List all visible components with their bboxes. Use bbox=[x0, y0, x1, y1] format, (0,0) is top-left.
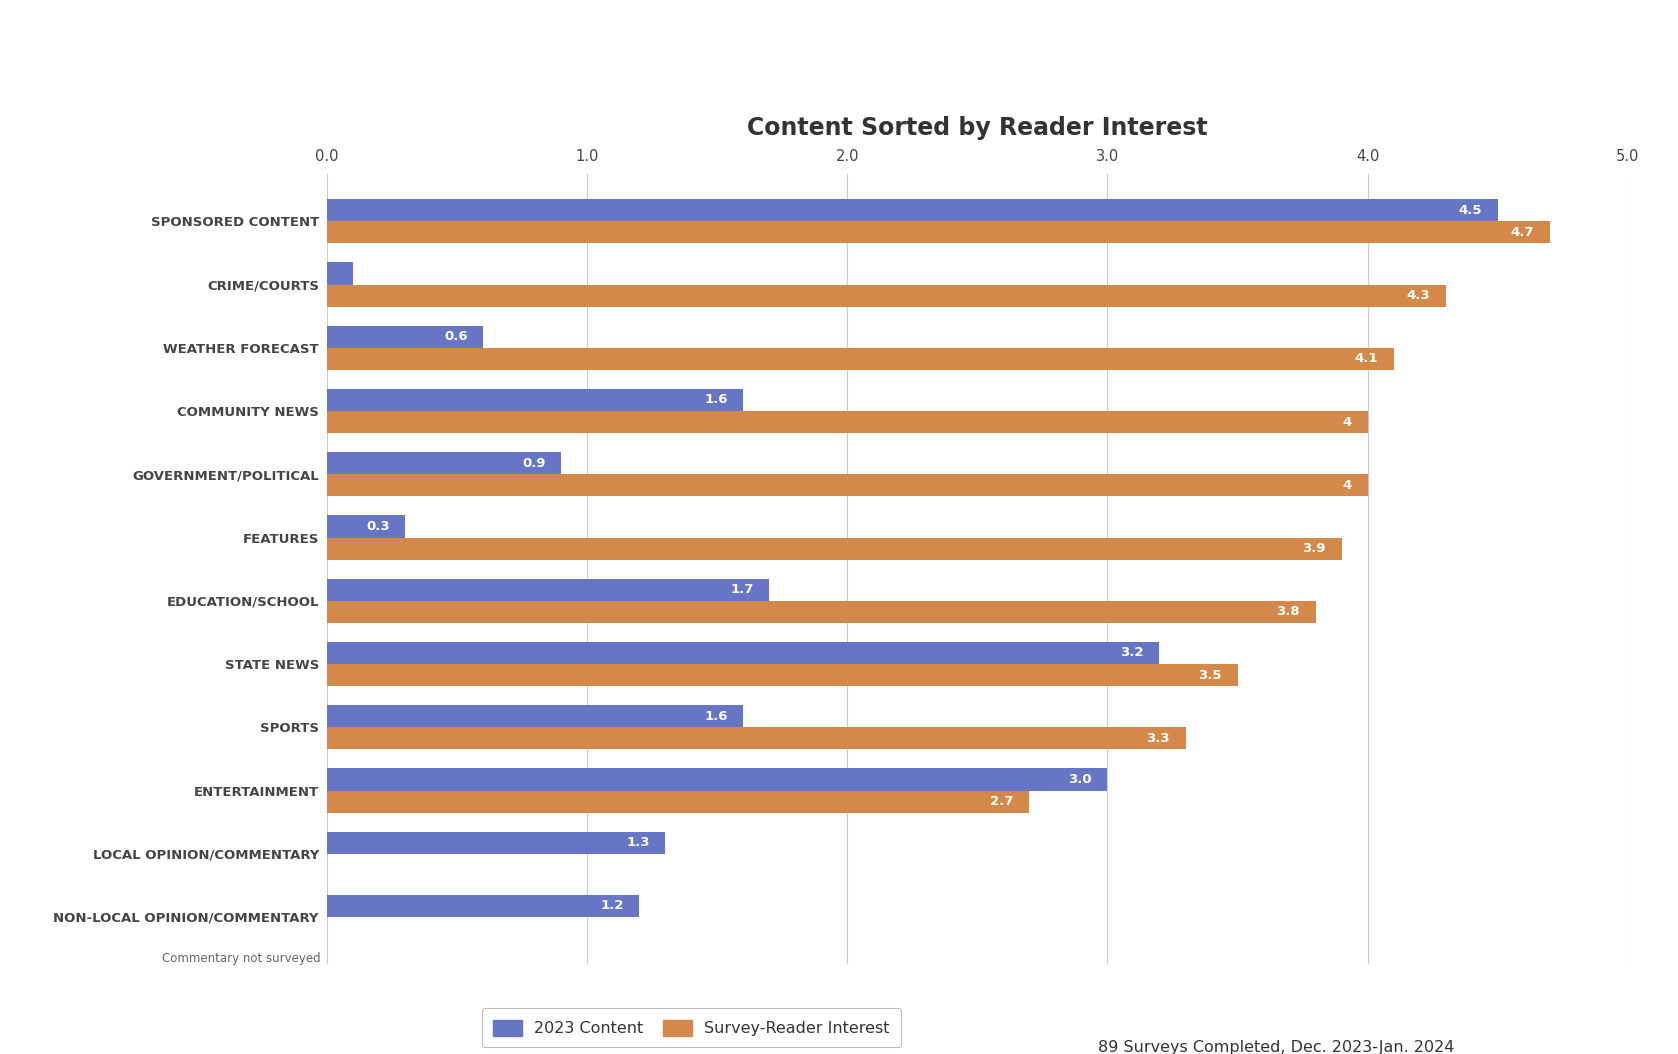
Text: 4.7: 4.7 bbox=[1510, 226, 1534, 239]
Bar bbox=[327, 474, 1368, 496]
Bar bbox=[327, 389, 743, 411]
Text: 89 Surveys Completed, Dec. 2023-Jan. 2024: 89 Surveys Completed, Dec. 2023-Jan. 202… bbox=[1099, 1040, 1455, 1054]
Text: 3.2: 3.2 bbox=[1121, 646, 1144, 660]
Text: 2.7: 2.7 bbox=[990, 795, 1014, 808]
Bar bbox=[327, 727, 1185, 749]
Text: 4.3: 4.3 bbox=[1406, 289, 1430, 302]
Text: 0.3: 0.3 bbox=[366, 520, 389, 533]
Legend: 2023 Content, Survey-Reader Interest: 2023 Content, Survey-Reader Interest bbox=[482, 1009, 901, 1048]
Text: 1.6: 1.6 bbox=[705, 393, 728, 407]
Text: 1.2: 1.2 bbox=[601, 899, 624, 913]
Bar bbox=[327, 411, 1368, 433]
Bar bbox=[327, 326, 483, 348]
Bar bbox=[327, 262, 354, 285]
Text: 3.5: 3.5 bbox=[1198, 668, 1222, 682]
Bar bbox=[327, 579, 769, 601]
Text: 4: 4 bbox=[1342, 415, 1352, 429]
Text: 4.5: 4.5 bbox=[1458, 203, 1482, 217]
Bar bbox=[327, 790, 1029, 813]
Bar bbox=[327, 768, 1107, 790]
Text: 4.1: 4.1 bbox=[1354, 352, 1378, 366]
Bar bbox=[327, 832, 664, 854]
Text: 3.8: 3.8 bbox=[1277, 605, 1300, 619]
Bar bbox=[327, 705, 743, 727]
Bar bbox=[327, 664, 1238, 686]
Bar bbox=[327, 538, 1341, 560]
Text: Newspaper A: Newspaper A bbox=[696, 33, 982, 75]
Bar bbox=[327, 221, 1550, 243]
Bar bbox=[327, 895, 639, 917]
Text: 0.9: 0.9 bbox=[522, 456, 545, 470]
Bar bbox=[327, 285, 1445, 307]
Text: 3.3: 3.3 bbox=[1146, 731, 1170, 745]
Bar bbox=[327, 601, 1316, 623]
Bar bbox=[327, 642, 1159, 664]
Text: 0.6: 0.6 bbox=[445, 330, 468, 344]
Text: 3.0: 3.0 bbox=[1069, 773, 1092, 786]
Text: Content vs. Reader Interest: Content vs. Reader Interest bbox=[611, 102, 1067, 131]
Text: 1.3: 1.3 bbox=[626, 836, 649, 850]
Title: Content Sorted by Reader Interest: Content Sorted by Reader Interest bbox=[747, 116, 1208, 140]
Bar bbox=[327, 452, 560, 474]
Bar bbox=[327, 515, 406, 538]
Text: Commentary not surveyed: Commentary not surveyed bbox=[163, 952, 320, 965]
Bar bbox=[327, 199, 1497, 221]
Text: 1.6: 1.6 bbox=[705, 709, 728, 723]
Text: 1.7: 1.7 bbox=[730, 583, 753, 597]
Text: 3.9: 3.9 bbox=[1302, 542, 1326, 555]
Bar bbox=[327, 348, 1393, 370]
Text: 4: 4 bbox=[1342, 479, 1352, 492]
